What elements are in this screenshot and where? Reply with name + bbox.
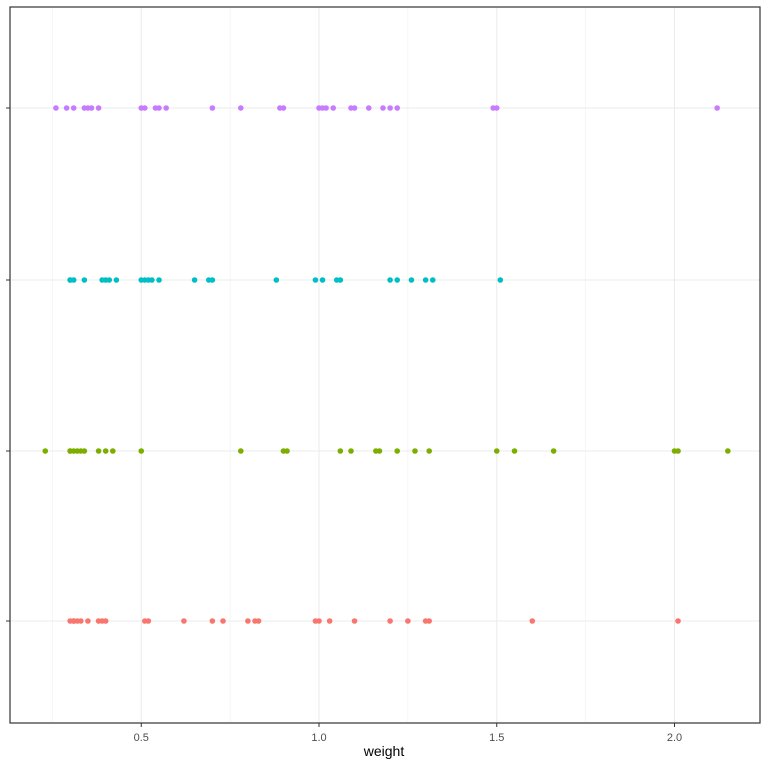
data-point	[95, 105, 102, 111]
data-point	[408, 277, 415, 283]
data-point	[319, 277, 326, 283]
data-point	[493, 448, 500, 454]
data-point	[70, 277, 77, 283]
data-point	[209, 277, 216, 283]
data-point	[102, 448, 109, 454]
data-point	[394, 448, 401, 454]
x-tick-label: 1.5	[489, 732, 504, 744]
panel-border	[9, 6, 761, 724]
data-point	[284, 448, 290, 454]
data-point	[348, 448, 354, 454]
data-point	[255, 618, 262, 624]
data-point	[426, 448, 433, 454]
data-point	[422, 277, 429, 283]
data-point	[387, 277, 393, 283]
data-point	[42, 448, 49, 454]
data-point	[337, 277, 344, 283]
data-point	[70, 105, 77, 111]
data-point	[181, 618, 187, 624]
data-point	[550, 448, 557, 454]
data-point	[149, 277, 155, 283]
data-point	[337, 448, 344, 454]
data-point	[323, 105, 329, 111]
data-point	[145, 618, 152, 624]
data-point	[113, 277, 120, 283]
data-point	[387, 618, 393, 624]
data-point	[394, 105, 401, 111]
data-point	[102, 618, 109, 624]
data-point	[191, 277, 198, 283]
data-point	[142, 105, 148, 111]
axis-ticks: 0.5 1.0 1.5 2.0	[6, 107, 682, 744]
data-point	[511, 448, 518, 454]
data-point	[106, 277, 113, 283]
data-point	[429, 277, 436, 283]
data-point	[85, 618, 91, 624]
data-point	[725, 448, 731, 454]
data-point	[156, 105, 162, 111]
data-point	[110, 448, 116, 454]
data-point	[497, 277, 504, 283]
data-point	[365, 105, 372, 111]
data-point	[326, 618, 333, 624]
data-point	[81, 448, 88, 454]
data-point	[156, 277, 162, 283]
data-point	[412, 448, 418, 454]
data-point	[220, 618, 226, 624]
x-tick-label: 1.0	[311, 732, 326, 744]
data-point	[237, 105, 244, 111]
data-point	[529, 618, 536, 624]
data-point	[675, 448, 681, 454]
data-point	[330, 105, 337, 111]
data-point	[714, 105, 720, 111]
data-point	[163, 105, 169, 111]
x-tick-label: 0.5	[134, 732, 149, 744]
x-axis-title: weight	[363, 743, 405, 759]
data-points	[42, 105, 731, 624]
data-point	[209, 618, 216, 624]
data-point	[78, 618, 84, 624]
data-point	[273, 277, 280, 283]
data-point	[95, 448, 102, 454]
data-point	[209, 105, 216, 111]
data-point	[376, 448, 383, 454]
x-tick-label: 2.0	[667, 732, 682, 744]
data-point	[351, 105, 358, 111]
data-point	[405, 618, 411, 624]
data-point	[88, 105, 95, 111]
data-point	[245, 618, 251, 624]
data-point	[138, 448, 145, 454]
data-point	[493, 105, 500, 111]
data-point	[81, 277, 88, 283]
data-point	[351, 618, 358, 624]
data-point	[316, 618, 322, 624]
data-point	[675, 618, 681, 624]
data-point	[394, 277, 401, 283]
data-point	[53, 105, 59, 111]
data-point	[63, 105, 70, 111]
data-point	[387, 105, 393, 111]
data-point	[380, 105, 386, 111]
data-point	[426, 618, 433, 624]
data-point	[237, 448, 244, 454]
data-point	[280, 105, 287, 111]
data-point	[312, 277, 319, 283]
